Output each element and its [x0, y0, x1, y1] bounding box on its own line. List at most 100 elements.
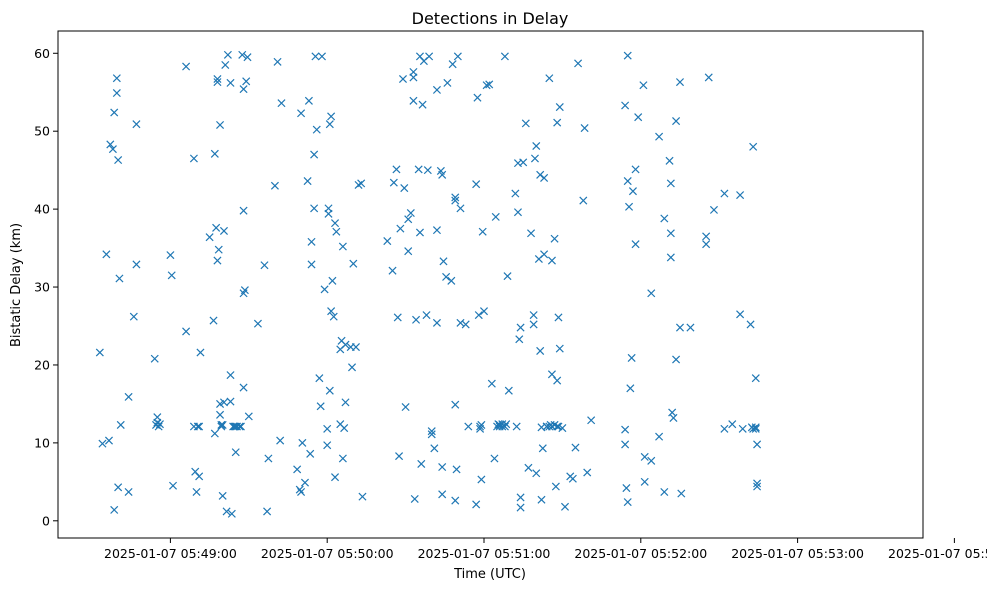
data-point	[195, 422, 204, 431]
data-point	[751, 424, 760, 433]
data-point	[660, 487, 669, 496]
data-point	[303, 177, 312, 186]
data-point	[239, 85, 248, 94]
data-point	[217, 420, 226, 429]
data-point	[579, 196, 588, 205]
data-point	[504, 386, 513, 395]
data-point	[229, 422, 238, 431]
data-point	[315, 374, 324, 383]
data-point	[580, 124, 589, 133]
data-point	[401, 403, 410, 412]
data-point	[108, 145, 117, 154]
data-point	[736, 310, 745, 319]
data-point	[532, 141, 541, 151]
data-point	[554, 313, 563, 322]
data-point	[439, 257, 448, 266]
data-point	[392, 165, 401, 174]
data-point	[558, 424, 567, 433]
data-point	[298, 438, 307, 447]
data-point	[516, 323, 525, 332]
data-point	[516, 503, 525, 512]
data-point	[472, 500, 481, 509]
data-point	[310, 150, 319, 159]
data-point	[553, 118, 562, 127]
y-tick-label: 50	[34, 124, 50, 139]
data-point	[263, 507, 272, 516]
data-point	[410, 494, 419, 504]
data-point	[461, 320, 470, 329]
data-point	[243, 53, 252, 62]
data-point	[231, 448, 240, 457]
data-point	[357, 179, 366, 188]
data-point	[182, 62, 191, 71]
data-point	[655, 132, 664, 141]
data-point	[270, 181, 279, 190]
data-point	[205, 233, 214, 242]
data-point	[104, 436, 114, 445]
data-point	[110, 108, 119, 117]
x-tick-label: 2025-01-07 05:51:00	[418, 546, 551, 561]
data-point	[728, 420, 737, 429]
data-point	[547, 370, 556, 379]
y-tick-label: 10	[34, 435, 50, 450]
data-point	[276, 436, 285, 445]
data-point	[325, 386, 334, 395]
data-point	[226, 397, 235, 406]
data-point	[340, 424, 349, 433]
data-point	[167, 271, 176, 280]
data-point	[297, 487, 306, 496]
data-point	[404, 247, 413, 256]
data-point	[427, 430, 436, 439]
data-point	[358, 492, 367, 501]
data-point	[114, 483, 123, 492]
data-point	[277, 99, 286, 108]
data-point	[124, 487, 133, 496]
data-point	[242, 77, 251, 86]
data-point	[154, 422, 163, 431]
data-point	[628, 187, 637, 196]
data-point	[490, 454, 499, 463]
data-point	[400, 184, 409, 193]
data-point	[213, 78, 222, 87]
data-point	[316, 402, 325, 411]
data-point	[235, 422, 244, 431]
data-point	[529, 320, 538, 329]
data-point	[720, 424, 729, 433]
data-point	[666, 253, 675, 262]
data-point	[515, 335, 524, 344]
data-point	[221, 60, 230, 69]
data-point	[451, 193, 460, 202]
data-point	[675, 323, 685, 332]
data-point	[320, 285, 329, 294]
data-point	[409, 96, 418, 105]
data-point	[155, 420, 164, 429]
data-point	[553, 422, 562, 431]
data-point	[300, 478, 310, 487]
data-point	[453, 52, 462, 61]
data-point	[409, 67, 418, 77]
data-point	[325, 120, 334, 129]
data-point	[383, 237, 392, 246]
data-point	[660, 214, 669, 223]
data-point	[621, 440, 630, 449]
data-point	[422, 311, 431, 320]
data-point	[516, 493, 525, 502]
data-point	[500, 52, 509, 61]
data-point	[418, 100, 427, 109]
data-point	[195, 472, 204, 481]
data-point	[456, 204, 465, 213]
data-point	[736, 191, 745, 200]
data-point	[704, 73, 713, 82]
data-point	[233, 422, 242, 431]
data-point	[388, 266, 397, 275]
data-point	[551, 482, 560, 491]
data-point	[209, 316, 218, 325]
data-point	[647, 456, 656, 465]
data-point	[519, 158, 528, 167]
data-point	[153, 413, 162, 422]
axes: 2025-01-07 05:49:00 2025-01-07 05:50:00 20…	[34, 46, 987, 561]
data-point	[417, 459, 426, 468]
data-point	[213, 74, 222, 84]
data-point	[655, 432, 664, 441]
